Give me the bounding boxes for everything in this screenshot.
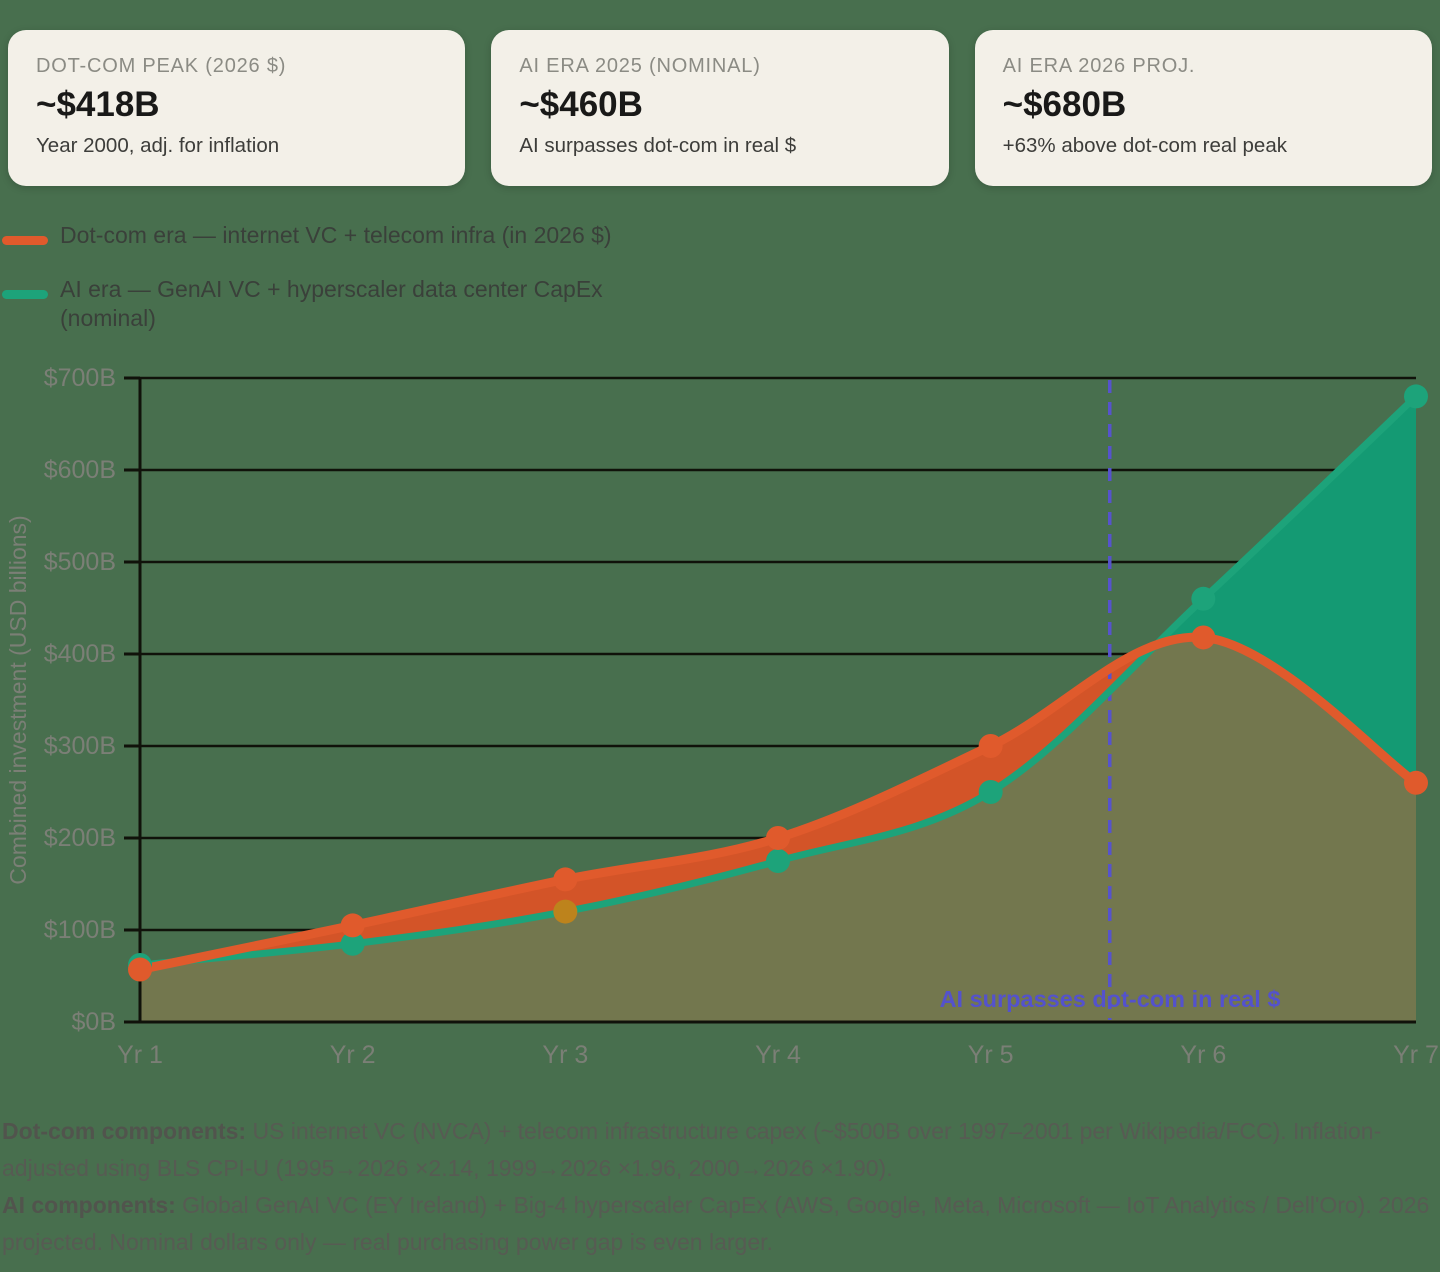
x-tick-label: Yr 3 (542, 1041, 588, 1069)
y-tick-label: $200B (44, 824, 116, 852)
x-tick-label: Yr 6 (1180, 1041, 1226, 1069)
y-tick-label: $0B (72, 1008, 116, 1036)
y-tick-labels: $0B $100B $200B $300B $400B $500B $600B $700B (44, 364, 116, 1036)
y-axis-title: Combined investment (USD billions) (5, 515, 31, 884)
ai-data-point (1191, 586, 1216, 611)
footnote-lead: Dot-com components: (2, 1118, 247, 1144)
dotcom-data-point (766, 826, 790, 850)
dotcom-data-point (340, 913, 365, 938)
dotcom-data-point (1404, 770, 1428, 795)
y-tick-label: $400B (44, 640, 116, 668)
stat-card-note: AI surpasses dot-com in real $ (519, 134, 797, 157)
stat-card-label: DOT-COM PEAK (2026 $) (36, 55, 287, 77)
dotcom-line-swatch-icon (2, 236, 48, 245)
legend-label: AI era — GenAI VC + hyperscaler data cen… (60, 276, 603, 331)
stat-card-dotcom-peak: DOT-COM PEAK (2026 $) ~$418B Year 2000, … (8, 30, 466, 186)
stat-card-value: ~$460B (519, 85, 643, 124)
y-tick-label: $100B (44, 916, 116, 944)
stat-card-ai-2026: AI ERA 2026 PROJ. ~$680B +63% above dot-… (974, 30, 1432, 186)
x-tick-label: Yr 4 (755, 1041, 801, 1069)
footnote-text: US internet VC (NVCA) + telecom infrastr… (2, 1118, 1382, 1181)
dotcom-data-point (553, 867, 578, 892)
ai-data-point (978, 780, 1003, 804)
x-tick-labels: Yr 1 Yr 2 Yr 3 Yr 4 Yr 5 Yr 6 Yr 7 (117, 1041, 1439, 1069)
y-tick-label: $700B (44, 364, 116, 392)
legend-item-dotcom: Dot-com era — internet VC + telecom infr… (2, 221, 648, 250)
ai-data-point (553, 899, 578, 924)
x-tick-label: Yr 1 (117, 1041, 163, 1069)
stat-card-label: AI ERA 2025 (NOMINAL) (519, 55, 761, 77)
crossover-annotation: AI surpasses dot-com in real $ (940, 986, 1281, 1012)
x-tick-label: Yr 5 (968, 1041, 1014, 1069)
axes (124, 376, 1416, 1024)
dotcom-data-point (1191, 625, 1216, 650)
stat-card-value: ~$680B (1002, 85, 1127, 124)
ai-data-point (1404, 384, 1428, 409)
footnotes: Dot-com components: US internet VC (NVCA… (2, 1113, 1439, 1261)
ai-data-point (340, 931, 365, 956)
stat-card-value: ~$418B (36, 85, 160, 124)
dotcom-data-point (978, 734, 1003, 758)
ai-data-point (766, 849, 790, 873)
legend-label: Dot-com era — internet VC + telecom infr… (60, 222, 612, 248)
y-tick-label: $600B (44, 456, 116, 484)
stat-card-note: +63% above dot-com real peak (1002, 134, 1287, 157)
ai-line-swatch-icon (2, 290, 48, 299)
chart-legend: Dot-com era — internet VC + telecom infr… (2, 221, 648, 358)
stat-card-note: Year 2000, adj. for inflation (36, 134, 280, 157)
footnote-lead: AI components: (2, 1192, 176, 1218)
stat-cards-row: DOT-COM PEAK (2026 $) ~$418B Year 2000, … (8, 30, 1432, 186)
footnote-ai: AI components: Global GenAI VC (EY Irela… (2, 1187, 1439, 1261)
y-tick-label: $500B (44, 548, 116, 576)
dotcom-data-point (128, 957, 152, 982)
y-tick-label: $300B (44, 732, 116, 760)
x-tick-label: Yr 2 (330, 1041, 376, 1069)
footnote-text: Global GenAI VC (EY Ireland) + Big-4 hyp… (2, 1192, 1430, 1255)
series-markers (128, 384, 1428, 982)
footnote-dotcom: Dot-com components: US internet VC (NVCA… (2, 1113, 1439, 1187)
x-tick-label: Yr 7 (1393, 1041, 1439, 1069)
stat-card-ai-2025: AI ERA 2025 (NOMINAL) ~$460B AI surpasse… (491, 30, 949, 186)
stat-card-label: AI ERA 2026 PROJ. (1002, 55, 1196, 77)
overlap-tint-area (140, 396, 1416, 1022)
legend-item-ai: AI era — GenAI VC + hyperscaler data cen… (2, 275, 648, 333)
area-fills (140, 396, 1416, 1022)
